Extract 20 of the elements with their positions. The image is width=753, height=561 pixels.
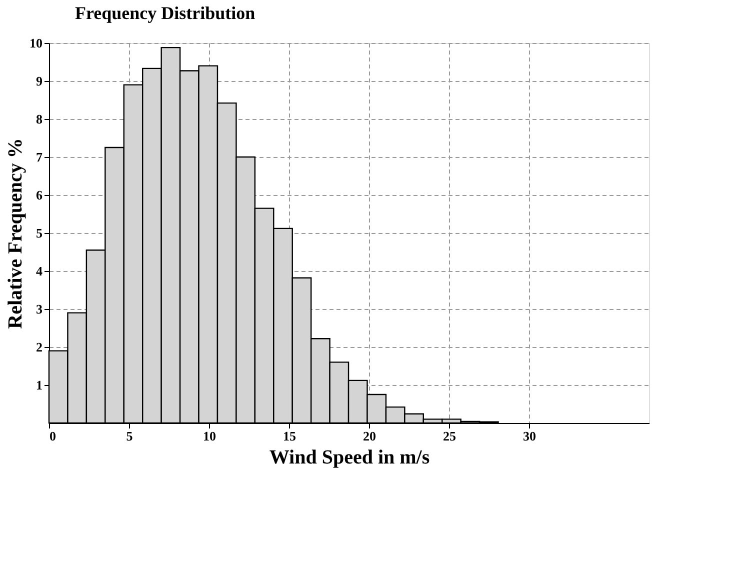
y-tick-label: 7 — [36, 150, 43, 164]
y-tick-label: 9 — [36, 74, 43, 88]
x-tick-label: 20 — [363, 428, 376, 444]
x-axis-title: Wind Speed in m/s — [269, 446, 430, 468]
y-tick-label: 6 — [36, 188, 43, 202]
y-tick-label: 1 — [36, 378, 42, 392]
x-tick-label: 0 — [50, 428, 56, 444]
y-axis-title: Relative Frequency % — [4, 138, 26, 329]
y-tick-label: 8 — [36, 112, 43, 126]
x-tick-label: 30 — [523, 428, 536, 444]
x-tick-label: 25 — [443, 428, 456, 444]
y-tick-label: 5 — [36, 226, 43, 240]
y-tick-label: 10 — [30, 36, 42, 50]
y-tick-label: 2 — [36, 340, 42, 354]
x-tick-label: 5 — [126, 428, 134, 444]
y-tick-label: 3 — [36, 302, 43, 316]
y-tick-label: 4 — [36, 264, 43, 278]
x-tick-label: 10 — [203, 428, 216, 444]
x-tick-label: 15 — [283, 428, 296, 444]
chart-title: Frequency Distribution — [75, 3, 256, 23]
